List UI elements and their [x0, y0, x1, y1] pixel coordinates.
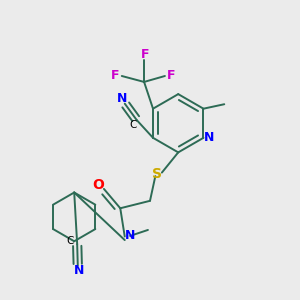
Text: F: F — [167, 69, 176, 82]
Text: C: C — [129, 120, 137, 130]
Text: F: F — [140, 48, 149, 61]
Text: F: F — [111, 69, 119, 82]
Text: C: C — [66, 236, 74, 246]
Text: N: N — [125, 229, 135, 242]
Text: N: N — [117, 92, 127, 105]
Text: O: O — [93, 178, 104, 192]
Text: S: S — [152, 167, 161, 181]
Text: N: N — [204, 131, 214, 144]
Text: N: N — [74, 264, 84, 277]
